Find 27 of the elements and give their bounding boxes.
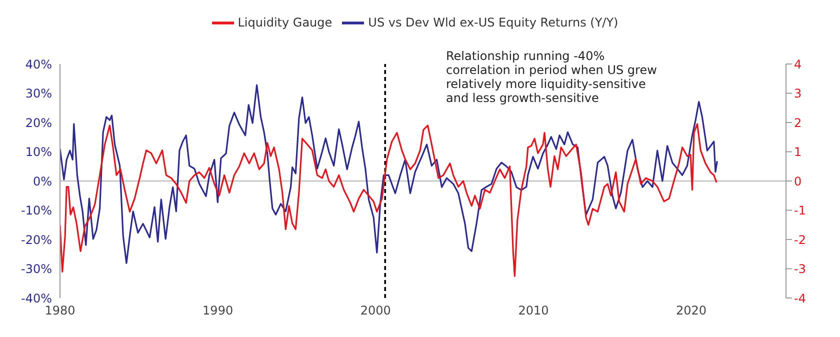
- y-tick-label: 30%: [25, 86, 52, 101]
- y-tick-label: -20%: [20, 232, 52, 247]
- legend-label: US vs Dev Wld ex-US Equity Returns (Y/Y): [368, 15, 618, 30]
- annotation: Relationship running -40% correlation in period when US grew relatively more liquidity-sensitive and less growth-sensitive: [446, 49, 658, 105]
- x-tick-label: 1980: [44, 304, 76, 318]
- x-tick-label: 2010: [518, 304, 549, 318]
- y-tick-label: 10%: [25, 145, 52, 160]
- y-tick-label: -30%: [20, 262, 52, 276]
- y2-tick-label: 4: [794, 57, 802, 72]
- y2-tick-label: -4: [794, 291, 806, 306]
- y-tick-label: -40%: [20, 291, 52, 306]
- x-tick-label: 1990: [202, 304, 234, 318]
- y2-tick-label: -2: [794, 232, 806, 247]
- legend-label: Liquidity Gauge: [238, 15, 332, 30]
- y-tick-label: 0%: [32, 174, 52, 188]
- y-tick-label: -10%: [20, 204, 52, 218]
- line-series: [60, 123, 718, 277]
- y2-tick-label: 2: [794, 116, 802, 130]
- y2-tick-label: -3: [794, 262, 806, 276]
- y2-tick-label: 1: [794, 145, 802, 160]
- y2-tick-label: -1: [794, 204, 806, 218]
- y2-tick-label: 0: [794, 174, 802, 188]
- x-tick-label: 2020: [676, 304, 707, 318]
- x-tick-label: 2000: [360, 304, 391, 318]
- y2-tick-label: 3: [794, 86, 802, 101]
- y-tick-label: 20%: [25, 116, 52, 130]
- y-tick-label: 40%: [25, 57, 52, 72]
